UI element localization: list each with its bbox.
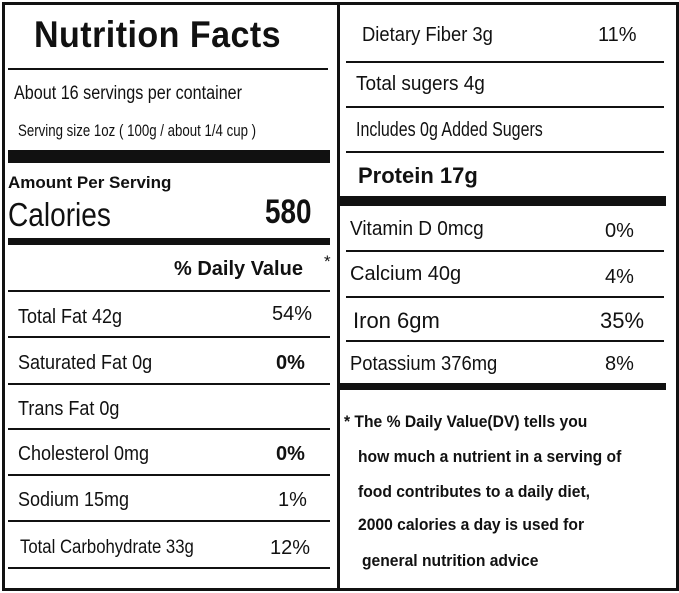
column-divider — [337, 2, 340, 591]
total-fat-label: Total Fat 42g — [18, 306, 123, 328]
rule — [8, 474, 330, 476]
dietary-fiber-label: Dietary Fiber 3g — [362, 24, 493, 46]
rule — [346, 340, 664, 342]
iron-label: Iron 6gm — [353, 308, 440, 333]
vitamin-d-label: Vitamin D 0mcg — [350, 218, 484, 240]
rule — [8, 428, 330, 430]
amount-per-serving: Amount Per Serving — [8, 173, 172, 192]
thick-rule — [340, 196, 666, 206]
footnote-line: * The % Daily Value(DV) tells you — [344, 412, 588, 431]
potassium-dv: 8% — [605, 353, 634, 375]
medium-rule — [8, 238, 330, 245]
total-carbohydrate-dv: 12% — [270, 537, 311, 559]
calcium-dv: 4% — [605, 266, 634, 288]
rule — [346, 106, 664, 108]
sodium-dv: 1% — [278, 489, 307, 511]
total-carbohydrate-label: Total Carbohydrate 33g — [20, 537, 194, 558]
calories-label: Calories — [8, 196, 111, 233]
vitamin-d-dv: 0% — [605, 220, 634, 242]
serving-size: Serving size 1oz ( 100g / about 1/4 cup … — [18, 121, 257, 140]
label-title: Nutrition Facts — [34, 14, 282, 55]
calcium-label: Calcium 40g — [350, 263, 462, 285]
footnote-line: 2000 calories a day is used for — [358, 515, 585, 534]
dietary-fiber-dv: 11% — [598, 24, 637, 46]
footnote-line: how much a nutrient in a serving of — [358, 447, 622, 466]
rule — [8, 336, 330, 338]
potassium-label: Potassium 376mg — [350, 353, 498, 375]
total-sugars-label: Total sugers 4g — [356, 73, 485, 95]
rule — [8, 383, 330, 385]
daily-value-star: * — [324, 252, 331, 271]
rule — [346, 250, 664, 252]
rule — [346, 151, 664, 153]
daily-value-header: % Daily Value — [174, 258, 303, 280]
rule — [8, 290, 330, 292]
rule — [8, 520, 330, 522]
rule — [8, 567, 330, 569]
calories-value: 580 — [265, 193, 312, 231]
rule — [346, 296, 664, 298]
sodium-label: Sodium 15mg — [18, 489, 130, 511]
rule — [8, 68, 328, 70]
total-fat-dv: 54% — [272, 303, 313, 325]
footnote-line: food contributes to a daily diet, — [358, 482, 591, 501]
footnote-line: general nutrition advice — [362, 551, 539, 570]
saturated-fat-label: Saturated Fat 0g — [18, 352, 153, 374]
added-sugars-label: Includes 0g Added Sugers — [356, 119, 543, 141]
iron-dv: 35% — [600, 308, 645, 333]
trans-fat-label: Trans Fat 0g — [18, 398, 120, 420]
cholesterol-label: Cholesterol 0mg — [18, 443, 150, 465]
saturated-fat-dv: 0% — [276, 352, 305, 374]
protein-label: Protein 17g — [358, 163, 478, 188]
cholesterol-dv: 0% — [276, 443, 305, 465]
servings-per-container: About 16 servings per container — [14, 83, 243, 104]
thick-rule — [8, 150, 330, 163]
medium-rule — [340, 383, 666, 390]
rule — [346, 61, 664, 63]
